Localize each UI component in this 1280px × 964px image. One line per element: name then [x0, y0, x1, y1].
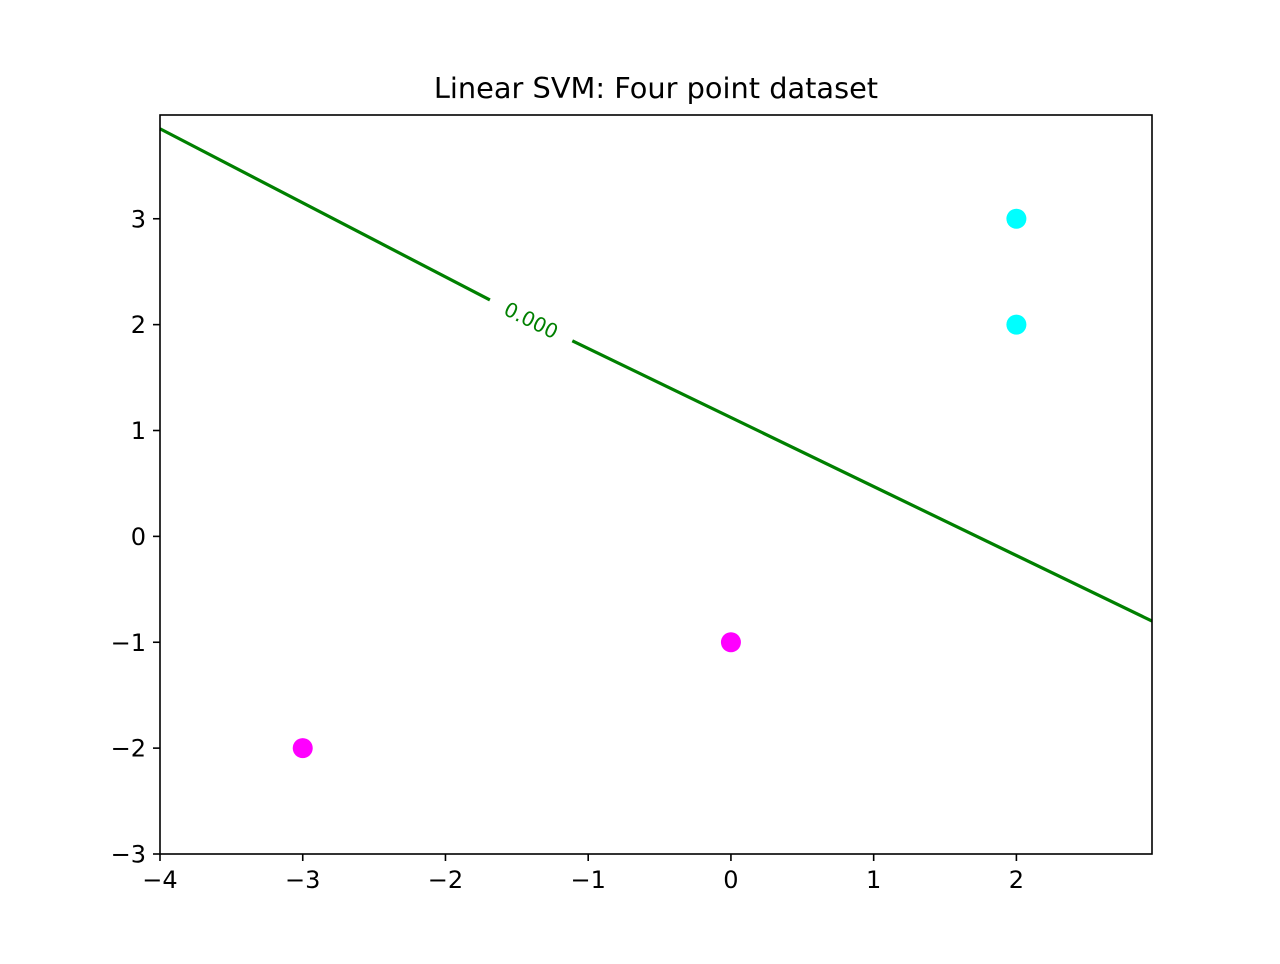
x-tick-label: 1 [866, 866, 881, 894]
x-tick-label: −1 [571, 866, 606, 894]
decision-boundary-line [571, 339, 1153, 623]
x-tick-label: −2 [428, 866, 463, 894]
x-tick-label: 2 [1009, 866, 1024, 894]
chart-title: Linear SVM: Four point dataset [434, 71, 878, 105]
data-point [1006, 208, 1027, 229]
decision-boundary-layer: 0.000 [159, 127, 1153, 623]
plot-frame [159, 114, 1153, 855]
x-tick-label: −4 [142, 866, 177, 894]
y-tick-label: 0 [131, 523, 146, 551]
data-point [720, 632, 741, 653]
x-axis-ticks: −4 −3 −2 −1 0 1 2 [142, 854, 1024, 894]
contour-level-label: 0.000 [500, 297, 562, 344]
y-tick-label: 3 [131, 205, 146, 233]
decision-boundary-line [159, 127, 491, 302]
data-point [292, 738, 313, 759]
x-tick-label: −3 [285, 866, 320, 894]
y-tick-label: −2 [111, 735, 146, 763]
y-tick-label: −1 [111, 629, 146, 657]
y-tick-label: 1 [131, 417, 146, 445]
data-point [1006, 314, 1027, 335]
y-tick-label: −3 [111, 841, 146, 869]
y-axis-ticks: −3 −2 −1 0 1 2 3 [111, 205, 160, 869]
y-tick-label: 2 [131, 311, 146, 339]
points-layer [292, 208, 1027, 759]
x-tick-label: 0 [723, 866, 738, 894]
